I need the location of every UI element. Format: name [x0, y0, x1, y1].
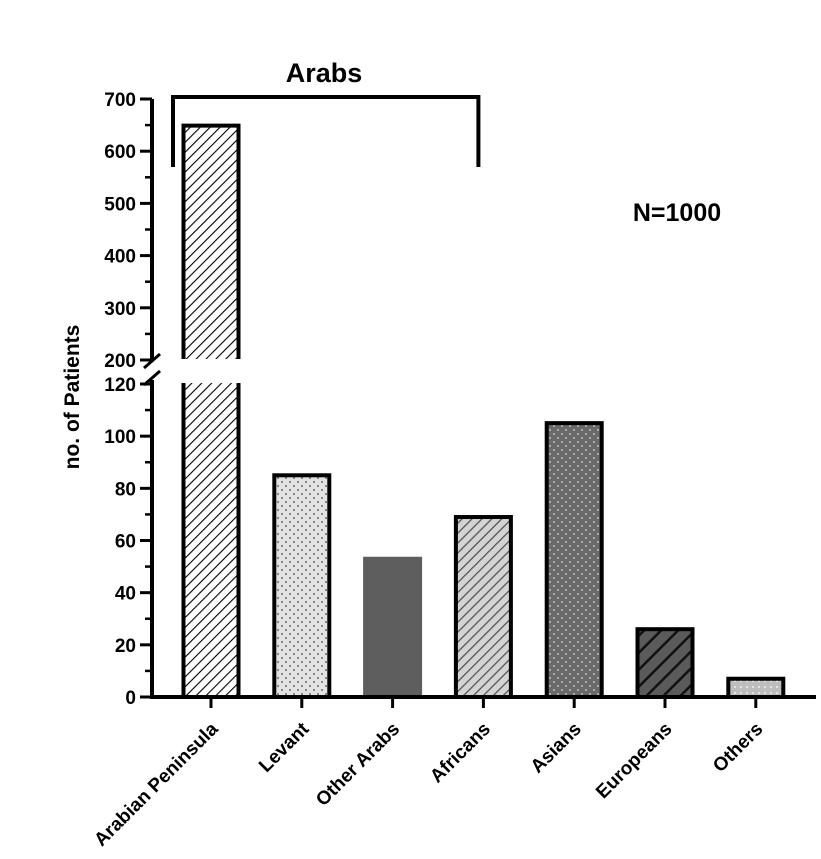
- bar-others: [726, 676, 786, 699]
- y-tick-label-120: 120: [104, 375, 136, 396]
- bar-europeans: [635, 627, 695, 700]
- bracket-line: [171, 95, 481, 167]
- y-tick-label-200: 200: [104, 351, 136, 372]
- y-tick-label-0: 0: [125, 688, 136, 709]
- y-tick-label-40: 40: [115, 584, 136, 605]
- y-tick-label-60: 60: [115, 532, 136, 553]
- y-axis-label: no. of Patients: [61, 325, 84, 470]
- ticks-layer: 0 20 40 60 80 100 120 200 300 400 500 600 700: [104, 90, 152, 709]
- y-tick-label-300: 300: [104, 299, 136, 320]
- y-tick-label-600: 600: [104, 142, 136, 163]
- category-label-africans: Africans: [426, 719, 495, 788]
- bar-arabian-peninsula-lower-segment: [183, 383, 239, 697]
- bracket-label: Arabs: [286, 58, 363, 88]
- y-tick-label-80: 80: [115, 479, 136, 500]
- arabs-bracket: Arabs: [171, 58, 481, 167]
- sample-size-annotation: N=1000: [633, 199, 721, 227]
- bar-arabian-peninsula-outline: [181, 123, 241, 697]
- category-label-arabian-peninsula: Arabian Peninsula: [90, 718, 222, 850]
- category-label-europeans: Europeans: [592, 719, 676, 803]
- bar-asians: [544, 421, 604, 699]
- bar-other-arabs: [363, 556, 423, 700]
- bars-layer: [181, 123, 786, 700]
- y-tick-label-20: 20: [115, 636, 136, 657]
- category-label-other-arabs: Other Arabs: [312, 719, 404, 811]
- bar-levant: [272, 473, 332, 699]
- category-label-levant: Levant: [255, 718, 314, 777]
- bar-africans: [453, 515, 513, 700]
- y-tick-label-700: 700: [104, 90, 136, 111]
- category-label-asians: Asians: [527, 719, 586, 778]
- y-tick-label-400: 400: [104, 247, 136, 268]
- category-label-others: Others: [709, 719, 767, 777]
- bar-arabian-peninsula: [181, 123, 241, 697]
- y-tick-label-500: 500: [104, 194, 136, 215]
- y-tick-label-100: 100: [104, 427, 136, 448]
- bar-arabian-peninsula-upper-segment: [183, 125, 239, 359]
